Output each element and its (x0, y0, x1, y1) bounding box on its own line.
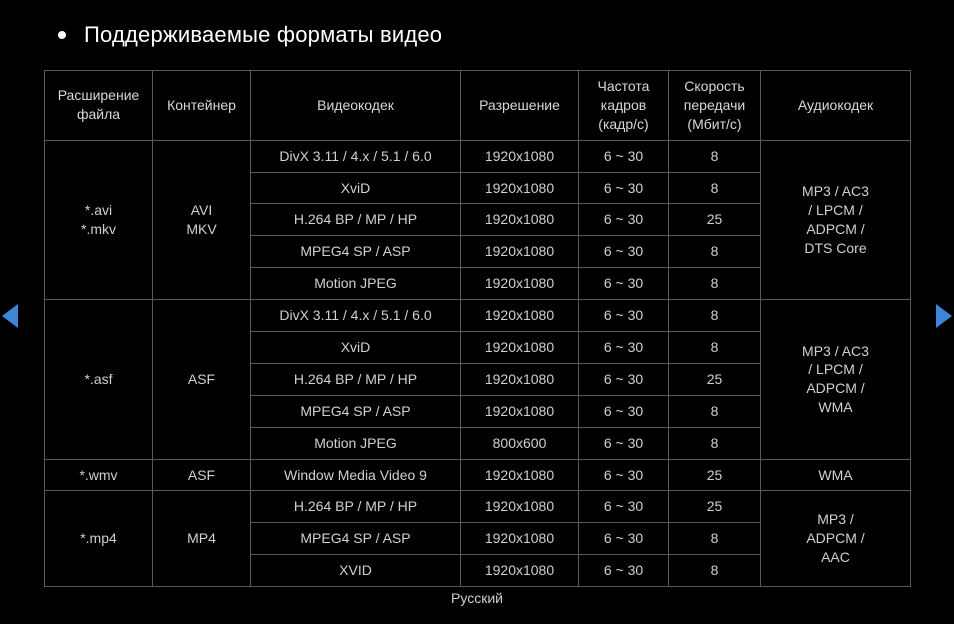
cell-bitrate: 8 (669, 172, 761, 204)
cell-bitrate: 8 (669, 300, 761, 332)
cell-acodec: MP3 / AC3 / LPCM / ADPCM / DTS Core (761, 140, 911, 299)
col-fps: Частота кадров (кадр/c) (579, 71, 669, 141)
cell-res: 1920x1080 (461, 523, 579, 555)
cell-fps: 6 ~ 30 (579, 300, 669, 332)
cell-bitrate: 8 (669, 332, 761, 364)
cell-vcodec: DivX 3.11 / 4.x / 5.1 / 6.0 (251, 140, 461, 172)
cell-ext: *.avi *.mkv (45, 140, 153, 299)
table-row: *.avi *.mkvAVI MKVDivX 3.11 / 4.x / 5.1 … (45, 140, 911, 172)
cell-acodec: MP3 / AC3 / LPCM / ADPCM / WMA (761, 300, 911, 459)
col-bitrate: Скорость передачи (Мбит/c) (669, 71, 761, 141)
cell-bitrate: 8 (669, 555, 761, 587)
table-body: *.avi *.mkvAVI MKVDivX 3.11 / 4.x / 5.1 … (45, 140, 911, 586)
cell-fps: 6 ~ 30 (579, 395, 669, 427)
cell-fps: 6 ~ 30 (579, 140, 669, 172)
cell-fps: 6 ~ 30 (579, 268, 669, 300)
col-container: Контейнер (153, 71, 251, 141)
cell-ext: *.asf (45, 300, 153, 459)
cell-fps: 6 ~ 30 (579, 332, 669, 364)
cell-bitrate: 8 (669, 140, 761, 172)
cell-container: ASF (153, 459, 251, 491)
cell-res: 1920x1080 (461, 140, 579, 172)
cell-vcodec: XviD (251, 332, 461, 364)
cell-bitrate: 8 (669, 427, 761, 459)
cell-ext: *.wmv (45, 459, 153, 491)
table-row: *.asfASFDivX 3.11 / 4.x / 5.1 / 6.01920x… (45, 300, 911, 332)
cell-bitrate: 8 (669, 523, 761, 555)
cell-acodec: MP3 / ADPCM / AAC (761, 491, 911, 587)
cell-bitrate: 25 (669, 363, 761, 395)
formats-table-wrap: Расширение файла Контейнер Видеокодек Ра… (44, 70, 910, 587)
cell-fps: 6 ~ 30 (579, 427, 669, 459)
col-ext: Расширение файла (45, 71, 153, 141)
cell-fps: 6 ~ 30 (579, 172, 669, 204)
arrow-left-icon[interactable] (2, 304, 18, 328)
cell-bitrate: 8 (669, 236, 761, 268)
bullet-icon (58, 31, 66, 39)
cell-res: 1920x1080 (461, 300, 579, 332)
cell-bitrate: 25 (669, 491, 761, 523)
cell-fps: 6 ~ 30 (579, 204, 669, 236)
cell-res: 1920x1080 (461, 363, 579, 395)
cell-bitrate: 8 (669, 395, 761, 427)
cell-vcodec: Motion JPEG (251, 427, 461, 459)
cell-container: MP4 (153, 491, 251, 587)
footer-language: Русский (0, 590, 954, 606)
cell-container: AVI MKV (153, 140, 251, 299)
cell-vcodec: H.264 BP / MP / HP (251, 363, 461, 395)
cell-fps: 6 ~ 30 (579, 523, 669, 555)
cell-res: 800x600 (461, 427, 579, 459)
table-header-row: Расширение файла Контейнер Видеокодек Ра… (45, 71, 911, 141)
cell-vcodec: MPEG4 SP / ASP (251, 395, 461, 427)
cell-vcodec: XviD (251, 172, 461, 204)
cell-res: 1920x1080 (461, 236, 579, 268)
table-row: *.mp4MP4H.264 BP / MP / HP1920x10806 ~ 3… (45, 491, 911, 523)
cell-fps: 6 ~ 30 (579, 236, 669, 268)
cell-res: 1920x1080 (461, 268, 579, 300)
cell-container: ASF (153, 300, 251, 459)
cell-vcodec: H.264 BP / MP / HP (251, 204, 461, 236)
formats-table: Расширение файла Контейнер Видеокодек Ра… (44, 70, 911, 587)
cell-vcodec: XVID (251, 555, 461, 587)
heading: Поддерживаемые форматы видео (58, 22, 442, 48)
cell-vcodec: Motion JPEG (251, 268, 461, 300)
cell-vcodec: H.264 BP / MP / HP (251, 491, 461, 523)
cell-bitrate: 8 (669, 268, 761, 300)
cell-fps: 6 ~ 30 (579, 459, 669, 491)
cell-ext: *.mp4 (45, 491, 153, 587)
cell-res: 1920x1080 (461, 459, 579, 491)
cell-fps: 6 ~ 30 (579, 555, 669, 587)
cell-res: 1920x1080 (461, 555, 579, 587)
page: Поддерживаемые форматы видео Расширение … (0, 0, 954, 624)
page-title: Поддерживаемые форматы видео (84, 22, 442, 48)
cell-bitrate: 25 (669, 204, 761, 236)
cell-res: 1920x1080 (461, 172, 579, 204)
arrow-right-icon[interactable] (936, 304, 952, 328)
cell-fps: 6 ~ 30 (579, 363, 669, 395)
cell-bitrate: 25 (669, 459, 761, 491)
cell-fps: 6 ~ 30 (579, 491, 669, 523)
cell-res: 1920x1080 (461, 491, 579, 523)
cell-acodec: WMA (761, 459, 911, 491)
cell-vcodec: Window Media Video 9 (251, 459, 461, 491)
cell-res: 1920x1080 (461, 332, 579, 364)
col-res: Разрешение (461, 71, 579, 141)
cell-vcodec: DivX 3.11 / 4.x / 5.1 / 6.0 (251, 300, 461, 332)
col-acodec: Аудиокодек (761, 71, 911, 141)
cell-res: 1920x1080 (461, 204, 579, 236)
cell-vcodec: MPEG4 SP / ASP (251, 236, 461, 268)
cell-res: 1920x1080 (461, 395, 579, 427)
table-row: *.wmvASFWindow Media Video 91920x10806 ~… (45, 459, 911, 491)
cell-vcodec: MPEG4 SP / ASP (251, 523, 461, 555)
col-vcodec: Видеокодек (251, 71, 461, 141)
